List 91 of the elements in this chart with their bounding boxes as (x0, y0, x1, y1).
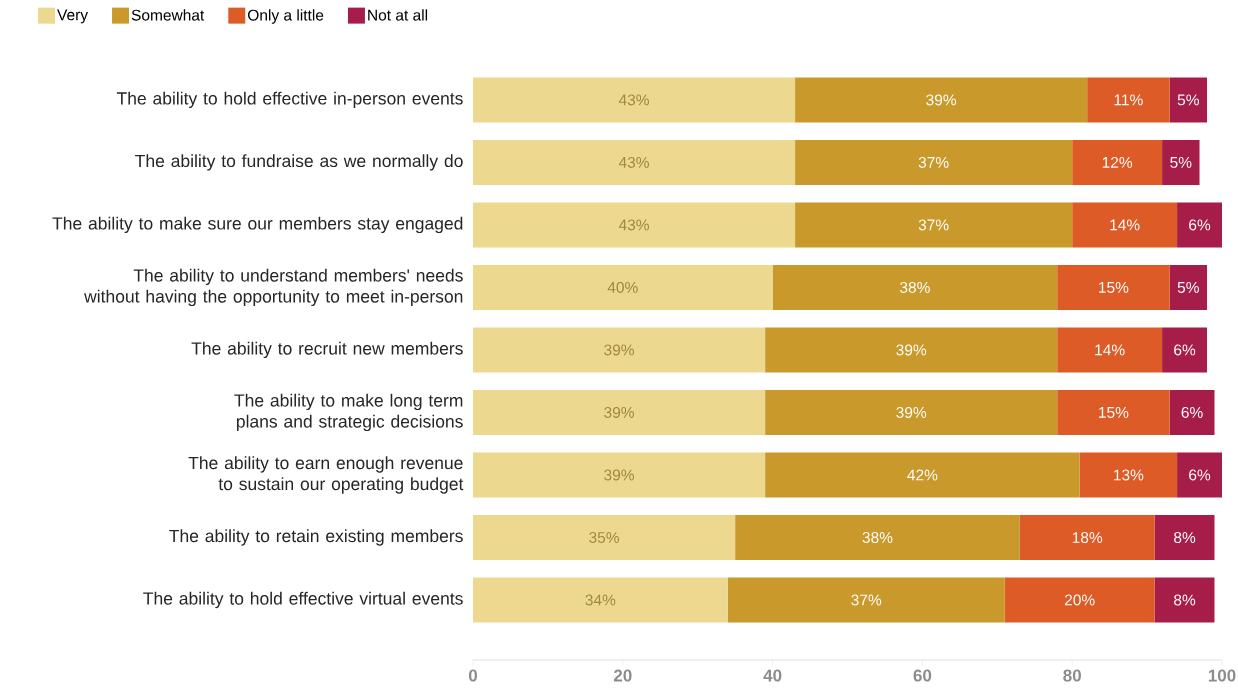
data-label: 39% (604, 344, 635, 356)
data-label: 8% (1174, 531, 1196, 543)
bar (1072, 202, 1178, 248)
bar (1162, 139, 1200, 185)
bar (765, 389, 1058, 435)
data-label: 43% (618, 94, 649, 106)
data-label: 6% (1189, 469, 1211, 481)
data-label: 42% (907, 469, 938, 481)
bar (795, 77, 1088, 123)
data-label: 34% (585, 594, 616, 606)
bar (473, 139, 796, 185)
bar (1169, 264, 1208, 310)
data-label: 20% (1064, 594, 1095, 606)
bar (473, 264, 773, 310)
data-label: 38% (900, 281, 930, 293)
x-tick-label: 60 (913, 669, 932, 682)
data-label: 39% (604, 406, 635, 418)
x-tick-label: 100 (1208, 669, 1236, 682)
data-label: 35% (589, 531, 620, 543)
data-label: 43% (618, 156, 649, 168)
data-label: 14% (1095, 344, 1125, 356)
bar (1177, 452, 1222, 498)
data-label: 39% (896, 406, 927, 418)
legend-label: Somewhat (131, 9, 205, 21)
data-label: 6% (1181, 406, 1203, 418)
data-label: 15% (1099, 406, 1129, 418)
bar (735, 514, 1020, 560)
bar (795, 202, 1073, 248)
data-label: 37% (918, 156, 949, 168)
data-label: 43% (618, 219, 649, 231)
bar (1087, 77, 1170, 123)
bar (473, 452, 766, 498)
data-label: 6% (1174, 344, 1196, 356)
bar (1162, 327, 1208, 373)
data-label: 5% (1170, 156, 1192, 168)
y-tick-label: The ability to fundraise as we normally do (135, 154, 463, 171)
data-label: 6% (1189, 219, 1211, 231)
bar (1154, 577, 1215, 623)
data-label: 38% (862, 531, 893, 543)
bar (1004, 577, 1155, 623)
data-label: 18% (1072, 531, 1103, 543)
bar (1057, 327, 1163, 373)
data-label: 14% (1110, 219, 1140, 231)
y-tick-label: The ability to understand members' needs without having the opportunity to meet in-person (84, 268, 463, 307)
y-tick-label: The ability to hold effective virtual events (143, 591, 463, 609)
bar (1057, 264, 1170, 310)
data-label: 39% (604, 469, 635, 481)
data-label: 40% (607, 281, 638, 293)
legend-label: Very (57, 9, 89, 24)
bar (727, 577, 1005, 623)
x-tick-label: 20 (613, 669, 632, 682)
bar (473, 202, 796, 248)
data-label: 37% (918, 219, 949, 231)
legend-label: Not at all (368, 9, 428, 21)
y-tick-label: The ability to make long term plans and strategic decisions (234, 393, 463, 432)
y-tick-label: The ability to recruit new members (191, 341, 463, 359)
bar (1079, 452, 1178, 498)
bar (473, 327, 766, 373)
data-label: 15% (1099, 281, 1129, 293)
bar (473, 77, 796, 123)
y-tick-label: The ability to retain existing members (169, 529, 463, 546)
data-label: 12% (1102, 156, 1133, 168)
bar (1019, 514, 1155, 560)
bar (765, 327, 1058, 373)
data-label: 8% (1174, 594, 1196, 606)
bar (473, 577, 728, 623)
x-tick-label: 40 (763, 669, 782, 682)
bar (1072, 139, 1163, 185)
data-label: 39% (896, 344, 927, 356)
y-tick-label: The ability to earn enough revenue to sustain our operating budget (188, 456, 464, 494)
y-tick-label: The ability to make sure our members stay engaged (52, 216, 463, 234)
bar (473, 389, 766, 435)
bar (795, 139, 1073, 185)
bar (1169, 389, 1215, 435)
data-label: 13% (1114, 469, 1144, 481)
x-tick-label: 0 (468, 669, 478, 682)
bar (1169, 77, 1208, 123)
data-label: 5% (1177, 94, 1199, 106)
data-label: 5% (1177, 281, 1199, 293)
bar (473, 514, 736, 560)
legend-label: Only a little (248, 9, 324, 24)
x-tick-label: 80 (1063, 669, 1081, 682)
bar (1177, 202, 1222, 248)
bar (1057, 389, 1170, 435)
bar (772, 264, 1058, 310)
data-label: 11% (1114, 94, 1143, 106)
bar (1154, 514, 1215, 560)
bar (765, 452, 1080, 498)
y-tick-label: The ability to hold effective in-person events (116, 91, 463, 109)
data-label: 37% (851, 594, 882, 606)
data-label: 39% (926, 94, 957, 106)
